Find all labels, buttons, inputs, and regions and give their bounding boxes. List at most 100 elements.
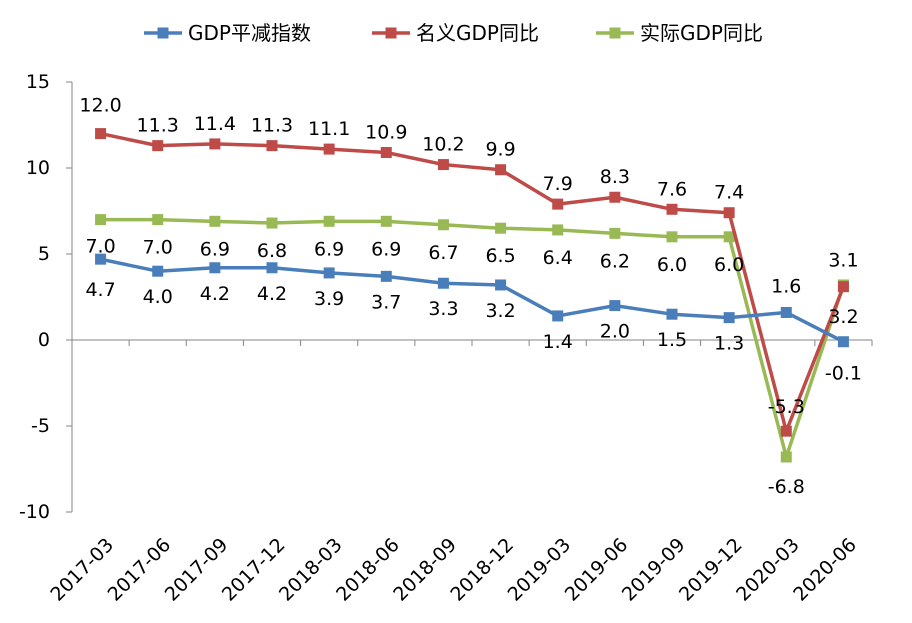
data-point bbox=[380, 147, 392, 159]
data-label: 8.3 bbox=[600, 166, 630, 188]
data-point bbox=[266, 262, 278, 274]
data-label: 11.3 bbox=[137, 115, 179, 137]
legend-label: 名义GDP同比 bbox=[416, 21, 539, 45]
legend-swatch-marker bbox=[385, 27, 397, 39]
data-label: 3.2 bbox=[828, 306, 858, 328]
data-label: 6.9 bbox=[314, 238, 344, 260]
legend-label: GDP平减指数 bbox=[188, 21, 311, 45]
data-label: 6.9 bbox=[371, 238, 401, 260]
y-tick-label: 15 bbox=[26, 71, 50, 93]
data-point bbox=[380, 270, 392, 282]
series-line-1 bbox=[100, 131, 846, 433]
data-point bbox=[323, 143, 335, 155]
data-point bbox=[95, 128, 107, 140]
data-label: -6.8 bbox=[768, 476, 805, 498]
data-label: -0.1 bbox=[825, 363, 862, 385]
data-label: 4.0 bbox=[143, 286, 173, 308]
data-point bbox=[437, 219, 449, 231]
data-point bbox=[95, 253, 107, 265]
data-point bbox=[609, 227, 621, 239]
data-point bbox=[666, 308, 678, 320]
data-point bbox=[723, 207, 735, 219]
data-label: 11.3 bbox=[251, 115, 293, 137]
data-point bbox=[780, 306, 792, 318]
data-label: 4.2 bbox=[200, 283, 230, 305]
data-point bbox=[152, 214, 164, 226]
data-label: 10.2 bbox=[422, 134, 464, 156]
data-label: 7.0 bbox=[143, 237, 173, 259]
data-label: 4.7 bbox=[85, 279, 115, 301]
y-tick-label: 5 bbox=[38, 243, 50, 265]
data-point bbox=[209, 262, 221, 274]
data-label: 12.0 bbox=[79, 95, 121, 117]
y-tick-label: 0 bbox=[38, 329, 50, 351]
data-labels: 4.7 4.0 4.2 4.2 3.9 3.7 3.3 3.2 1.4 2.0 1.5 1.3 1.6 -… bbox=[79, 95, 862, 498]
data-point bbox=[323, 215, 335, 227]
data-point bbox=[666, 231, 678, 243]
x-tick-label: 2020-06 bbox=[789, 534, 861, 606]
data-label: 7.9 bbox=[543, 173, 573, 195]
data-label: 9.9 bbox=[485, 139, 515, 161]
y-tick-label: -5 bbox=[31, 415, 50, 437]
data-label: 1.3 bbox=[714, 333, 744, 355]
data-label: 10.9 bbox=[365, 122, 407, 144]
data-label: 6.8 bbox=[257, 240, 287, 262]
y-tick-label: 10 bbox=[26, 157, 50, 179]
data-label: 11.4 bbox=[194, 113, 236, 135]
data-label: 3.7 bbox=[371, 291, 401, 313]
data-point bbox=[552, 310, 564, 322]
legend-swatch-marker bbox=[157, 27, 169, 39]
legend-swatch-marker bbox=[609, 27, 621, 39]
data-point bbox=[723, 231, 735, 243]
data-label: 3.3 bbox=[428, 298, 458, 320]
data-label: 1.5 bbox=[657, 329, 687, 351]
data-point bbox=[209, 215, 221, 227]
series-line-2 bbox=[100, 217, 846, 459]
data-label: 6.0 bbox=[657, 254, 687, 276]
data-label: 7.0 bbox=[85, 236, 115, 258]
data-point bbox=[152, 265, 164, 277]
data-label: 6.9 bbox=[200, 238, 230, 260]
data-label: 6.7 bbox=[428, 242, 458, 264]
series-layer bbox=[95, 128, 849, 463]
data-point bbox=[609, 300, 621, 312]
data-label: 3.1 bbox=[828, 250, 858, 272]
data-point bbox=[266, 140, 278, 152]
legend: GDP平减指数 名义GDP同比 实际GDP同比 bbox=[144, 21, 763, 45]
data-label: 7.4 bbox=[714, 182, 744, 204]
data-point bbox=[780, 425, 792, 437]
data-point bbox=[495, 279, 507, 291]
data-point bbox=[495, 164, 507, 176]
data-label: 6.4 bbox=[543, 247, 573, 269]
data-label: 3.2 bbox=[485, 300, 515, 322]
data-point bbox=[723, 312, 735, 324]
data-label: 6.5 bbox=[485, 245, 515, 267]
data-label: 6.0 bbox=[714, 254, 744, 276]
data-point bbox=[437, 159, 449, 171]
data-label: 7.6 bbox=[657, 178, 687, 200]
data-label: -5.3 bbox=[768, 396, 805, 418]
data-point bbox=[837, 281, 849, 293]
y-tick-label: -10 bbox=[19, 501, 50, 523]
data-point bbox=[323, 267, 335, 279]
data-point bbox=[552, 198, 564, 210]
data-point bbox=[95, 214, 107, 226]
data-label: 11.1 bbox=[308, 118, 350, 140]
legend-label: 实际GDP同比 bbox=[640, 21, 763, 45]
data-label: 3.9 bbox=[314, 288, 344, 310]
data-point bbox=[266, 217, 278, 229]
data-point bbox=[609, 191, 621, 203]
data-point bbox=[552, 224, 564, 236]
data-point bbox=[780, 451, 792, 463]
data-point bbox=[209, 138, 221, 150]
data-point bbox=[837, 336, 849, 348]
data-label: 1.6 bbox=[771, 275, 801, 297]
data-point bbox=[666, 203, 678, 215]
data-label: 2.0 bbox=[600, 321, 630, 343]
series-line-0 bbox=[100, 257, 845, 344]
data-point bbox=[495, 222, 507, 234]
data-label: 4.2 bbox=[257, 283, 287, 305]
data-point bbox=[380, 215, 392, 227]
data-point bbox=[152, 140, 164, 152]
